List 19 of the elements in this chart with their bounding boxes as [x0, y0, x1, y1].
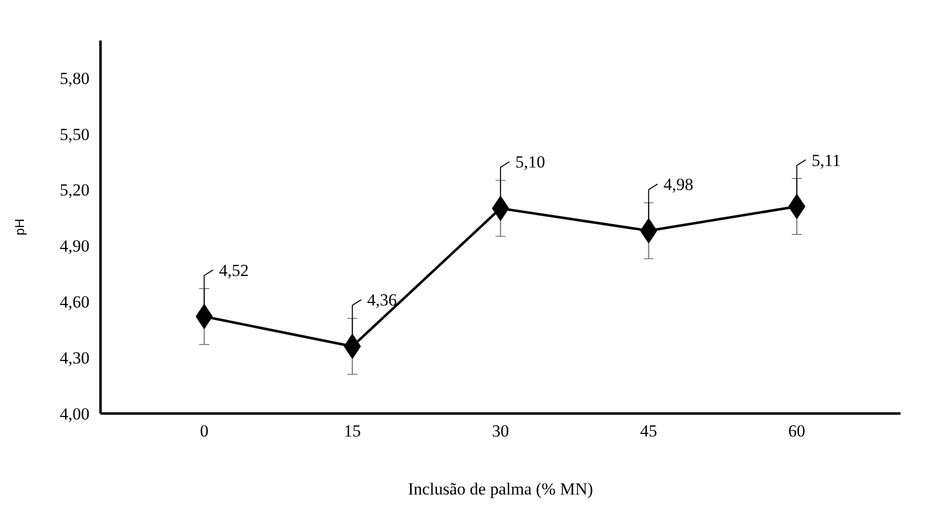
y-tick-label: 4,00 [60, 404, 90, 424]
x-tick-label: 0 [200, 422, 208, 440]
x-tick-label: 60 [788, 422, 806, 440]
data-label: 4,52 [219, 260, 249, 280]
x-tick-label: 15 [344, 422, 361, 440]
y-tick-label: 4,30 [60, 348, 90, 368]
data-label: 5,11 [812, 150, 841, 170]
data-label: 4,36 [367, 290, 397, 310]
y-tick-label: 4,90 [60, 236, 90, 256]
data-label: 5,10 [515, 152, 546, 172]
y-axis-title: pH [12, 218, 27, 236]
x-tick-label: 30 [492, 422, 509, 440]
y-tick-label: 5,20 [60, 180, 90, 200]
y-tick-label: 5,80 [60, 68, 90, 88]
data-label: 4,98 [663, 175, 694, 194]
x-tick-label: 45 [640, 422, 658, 440]
y-tick-label: 4,60 [60, 292, 90, 312]
x-axis-title: Inclusão de palma (% MN) [408, 480, 594, 498]
y-tick-label: 5,50 [60, 124, 90, 144]
